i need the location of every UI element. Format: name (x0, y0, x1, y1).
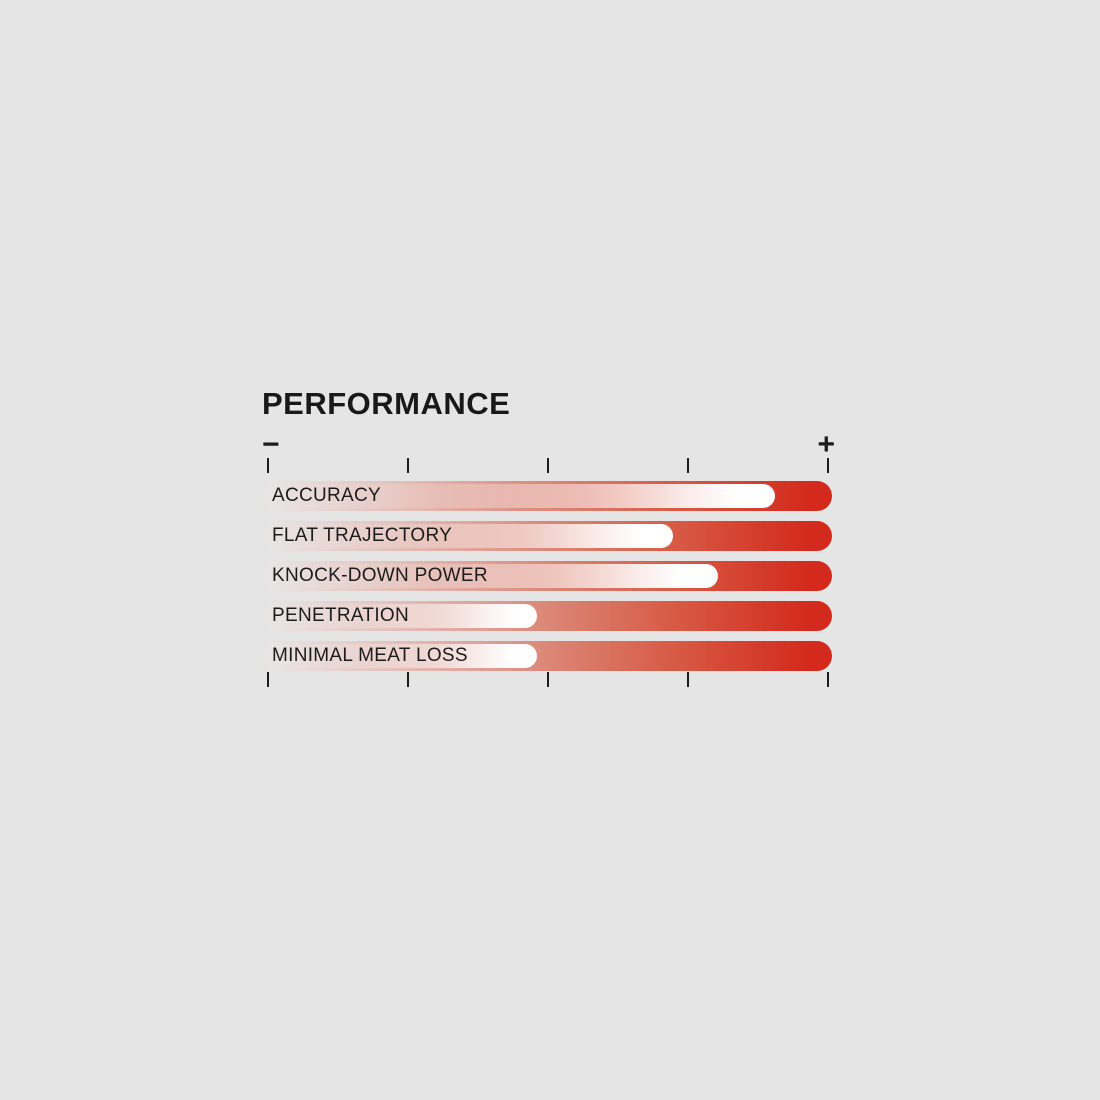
performance-chart: PERFORMANCE − + ACCURACY FLAT TRAJECTORY K… (262, 386, 835, 688)
axis-min-label: − (262, 428, 280, 461)
bar-value-marker (267, 564, 718, 588)
axis-tick (547, 672, 549, 687)
axis-tick (687, 672, 689, 687)
axis-tick (827, 458, 829, 473)
bar-label: FLAT TRAJECTORY (272, 525, 453, 546)
axis-max-label: + (817, 428, 835, 461)
performance-bar-penetration: PENETRATION (264, 601, 832, 631)
axis-ticks-top (262, 458, 833, 473)
performance-bar-flat-trajectory: FLAT TRAJECTORY (264, 521, 832, 551)
axis-tick (687, 458, 689, 473)
axis-tick (547, 458, 549, 473)
chart-title: PERFORMANCE (262, 386, 511, 421)
axis-ticks-bottom (262, 672, 833, 687)
bars-container: ACCURACY FLAT TRAJECTORY KNOCK-DOWN POWER P… (264, 481, 832, 681)
bar-value-marker (267, 484, 775, 508)
axis-tick (267, 672, 269, 687)
axis-tick (827, 672, 829, 687)
bar-label: PENETRATION (272, 605, 410, 626)
performance-bar-minimal-meat-loss: MINIMAL MEAT LOSS (264, 641, 832, 671)
axis-tick (407, 672, 409, 687)
performance-bar-knock-down-power: KNOCK-DOWN POWER (264, 561, 832, 591)
bar-value-marker (267, 524, 673, 548)
bar-label: ACCURACY (272, 485, 382, 506)
bar-label: MINIMAL MEAT LOSS (272, 645, 468, 666)
bar-value-marker (267, 644, 537, 668)
performance-bar-accuracy: ACCURACY (264, 481, 832, 511)
bar-label: KNOCK-DOWN POWER (272, 565, 488, 586)
bar-value-marker (267, 604, 537, 628)
axis-tick (407, 458, 409, 473)
axis-tick (267, 458, 269, 473)
